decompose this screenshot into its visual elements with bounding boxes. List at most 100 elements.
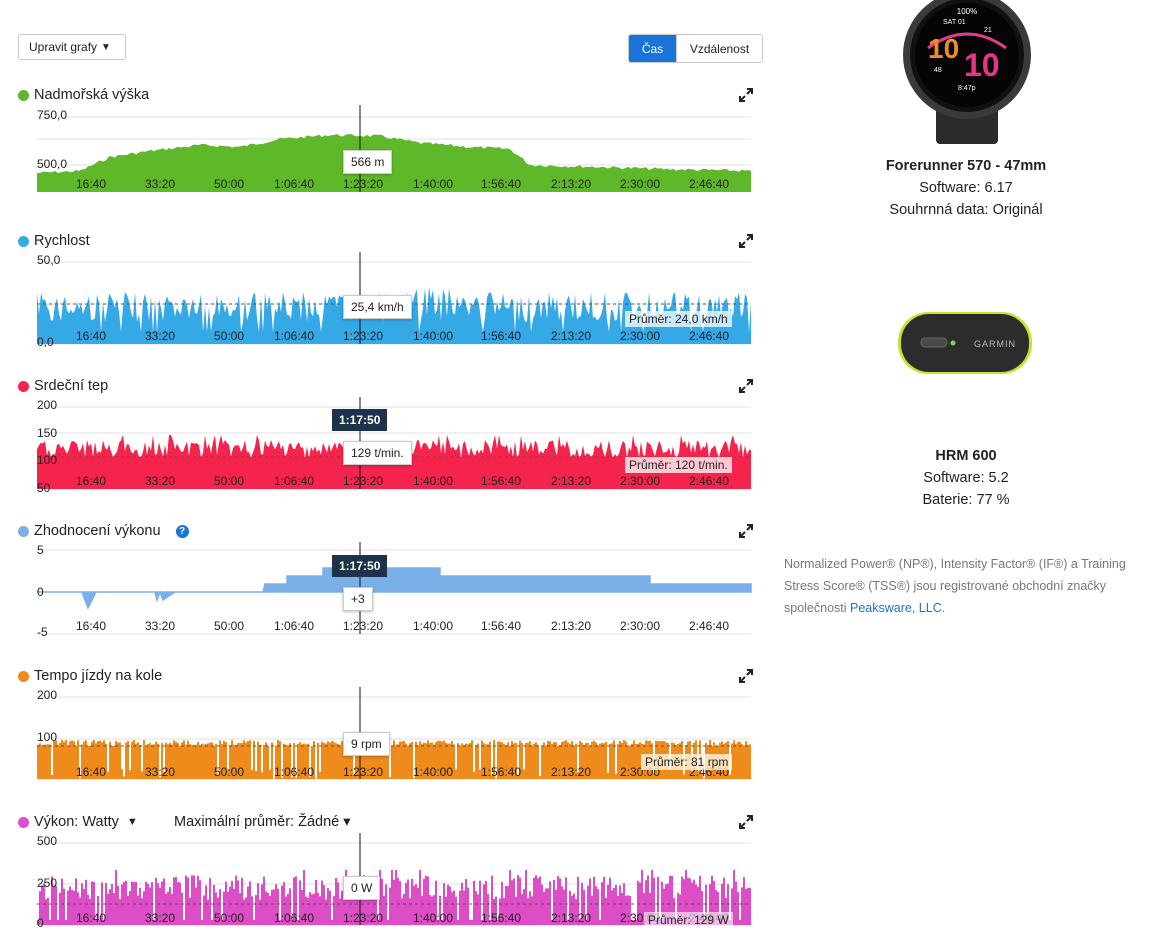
cadence-bar [289, 743, 291, 779]
help-icon[interactable]: ? [175, 524, 189, 538]
device-name: HRM 600 [935, 448, 997, 464]
cadence-bar [243, 740, 245, 779]
power-bar [605, 897, 607, 925]
chevron-down-icon[interactable]: ▼ [126, 816, 138, 828]
cadence-bar [133, 740, 135, 779]
cadence-bar [79, 777, 81, 779]
cadence-bar [173, 740, 175, 779]
expand-icon[interactable] [739, 88, 753, 102]
cadence-bar [433, 744, 435, 779]
cadence-bar [357, 741, 359, 779]
power-bar [55, 885, 57, 925]
x-tick-label: 1:06:40 [274, 619, 314, 633]
power-bar [399, 881, 401, 925]
x-tick-label: 50:00 [214, 619, 244, 633]
cadence-bar [213, 745, 215, 779]
power-bar [317, 892, 319, 925]
performance-legend-dot [18, 525, 29, 537]
x-tick-label: 1:40:00 [413, 474, 453, 488]
power-chart-title[interactable]: Výkon: Watty ▼ [18, 814, 138, 830]
x-tick-label: 2:13:20 [551, 474, 591, 488]
elevation-chart-title: Nadmořská výška [18, 87, 149, 103]
power-bar [583, 890, 585, 925]
cadence-bar [621, 742, 623, 779]
cadence-bar [293, 743, 295, 779]
toggle-time-button[interactable]: Čas [629, 35, 676, 62]
power-chart[interactable]: 500 250 0 16:40 33:20 50:00 1:06:40 1:23:20 1:40… [0, 833, 760, 928]
power-bar [65, 920, 67, 925]
cadence-bar [597, 745, 599, 779]
power-bar [431, 896, 433, 925]
power-bar [479, 880, 481, 925]
x-tick-label: 50:00 [214, 177, 244, 191]
expand-icon[interactable] [739, 815, 753, 829]
cadence-bar [701, 774, 703, 779]
edit-charts-button[interactable]: Upravit grafy ▼ [18, 34, 126, 60]
cadence-bar [615, 773, 617, 779]
max-average-dropdown[interactable]: Maximální průměr: Žádné ▾ [174, 814, 351, 830]
power-bar [377, 920, 379, 925]
power-bar [665, 884, 667, 925]
power-bar [611, 890, 613, 925]
cadence-bar [407, 745, 409, 779]
elevation-chart[interactable]: 750,0 500,0 16:40 33:20 50:00 1:06:40 1:23:20 1… [0, 105, 760, 200]
power-bar [53, 885, 55, 925]
cadence-bar [59, 742, 61, 779]
power-bar [533, 877, 535, 925]
cadence-bar [445, 743, 447, 779]
power-bar [249, 881, 251, 925]
cadence-bar [181, 742, 183, 779]
cadence-bar [419, 741, 421, 779]
cadence-bar [117, 742, 119, 779]
cadence-bar [223, 740, 225, 779]
cadence-bar [745, 741, 747, 779]
cadence-bar [45, 744, 47, 779]
expand-icon[interactable] [739, 524, 753, 538]
cadence-bar [127, 741, 129, 779]
cadence-bar [573, 745, 575, 779]
cadence-bar [53, 740, 55, 779]
elevation-legend-dot [18, 89, 29, 101]
toggle-distance-button[interactable]: Vzdálenost [676, 35, 762, 62]
peaksware-link[interactable]: Peaksware, LLC [850, 601, 942, 615]
power-bar [733, 870, 735, 925]
axis-toggle: Čas Vzdálenost [628, 34, 763, 63]
performance-chart[interactable]: 5 0 -5 16:40 33:20 50:00 1:06:40 1:23:20 1:40:00… [0, 542, 760, 637]
power-bar [77, 892, 79, 925]
cursor-time-badge: 1:17:50 [332, 409, 388, 431]
power-bar [179, 882, 181, 925]
power-bar [625, 895, 627, 925]
power-bar [41, 885, 43, 925]
power-bar [99, 920, 101, 925]
cadence-bar [175, 741, 177, 779]
power-bar [711, 875, 713, 925]
cadence-bar [525, 742, 527, 779]
expand-icon[interactable] [739, 379, 753, 393]
power-bar [181, 892, 183, 925]
expand-icon[interactable] [739, 234, 753, 248]
cadence-bar [567, 742, 569, 779]
power-bar [643, 892, 645, 925]
power-bar [243, 899, 245, 925]
expand-icon[interactable] [739, 669, 753, 683]
cadence-bar [489, 741, 491, 779]
y-tick-label: 50,0 [37, 253, 61, 267]
cadence-bar [151, 744, 153, 779]
power-bar [429, 895, 431, 925]
x-tick-label: 1:40:00 [413, 329, 453, 343]
cadence-bar [475, 744, 477, 779]
cadence-bar [217, 774, 219, 779]
power-bar [295, 876, 297, 925]
power-bar [85, 879, 87, 925]
power-bar [553, 879, 555, 925]
cadence-bar [61, 740, 63, 779]
cadence-bar [535, 742, 537, 779]
power-bar [705, 884, 707, 925]
cadence-bar [379, 740, 381, 779]
cadence-bar [529, 741, 531, 779]
power-bar [697, 886, 699, 925]
cadence-bar [285, 744, 287, 779]
garmin-logo-text: GARMIN [974, 339, 1016, 349]
cadence-bar [537, 744, 539, 779]
cadence-bar [63, 741, 65, 779]
